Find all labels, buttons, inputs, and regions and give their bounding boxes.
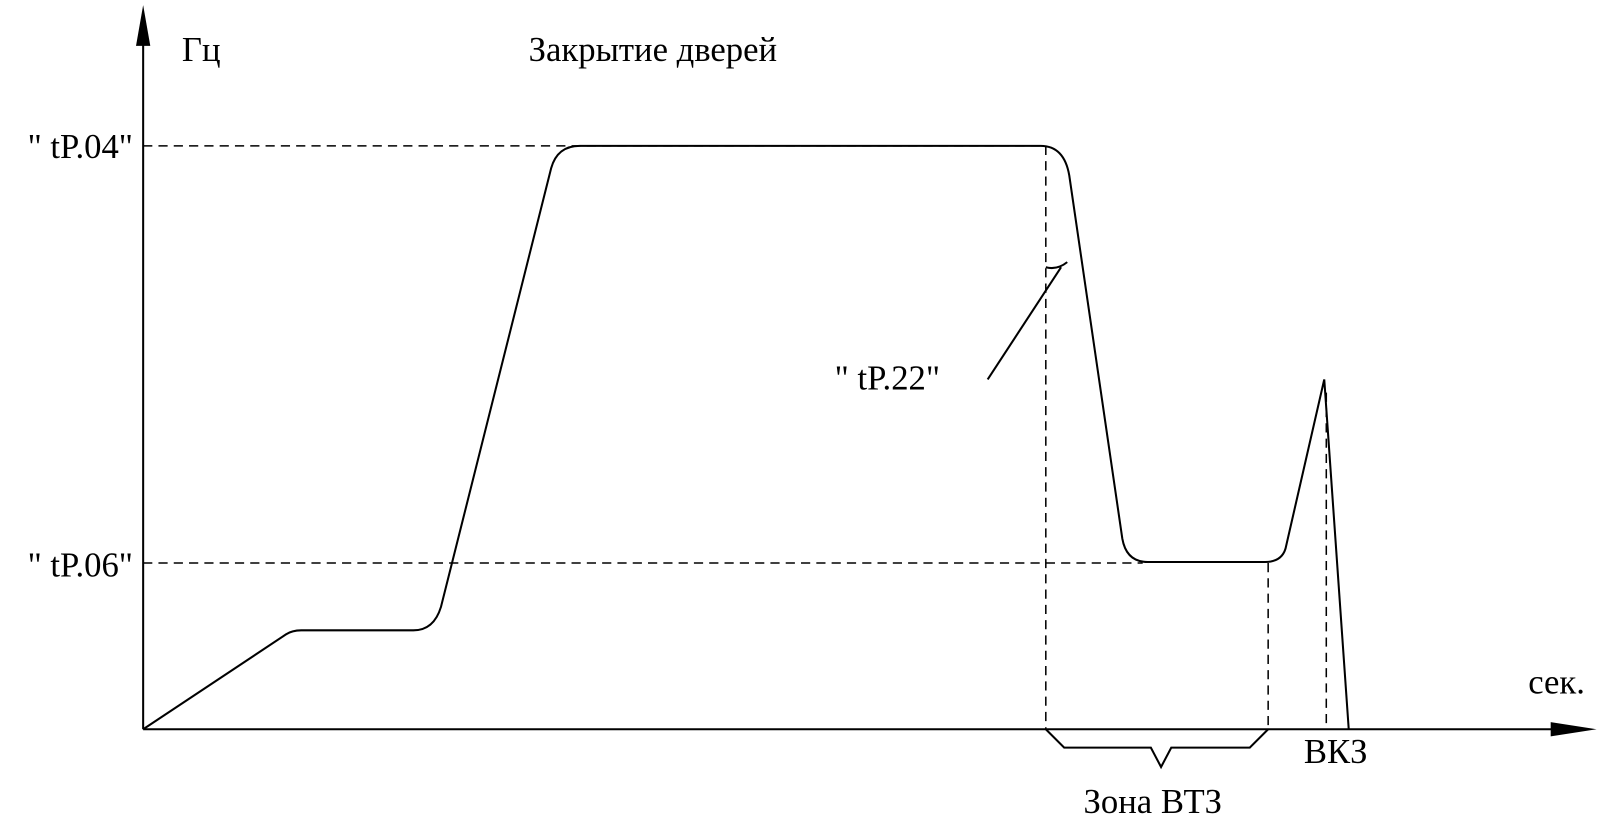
x-axis-arrow <box>1550 722 1597 737</box>
frequency-curve <box>142 144 1350 731</box>
angle-arc <box>1045 261 1068 270</box>
level-high-label: " tP.04" <box>28 128 133 166</box>
x-axis-label: сек. <box>1528 664 1585 702</box>
zone-brace <box>1045 728 1269 770</box>
angle-leader <box>986 266 1062 380</box>
end-label: ВКЗ <box>1304 733 1368 771</box>
zone-label: Зона ВТЗ <box>1084 783 1222 818</box>
level-low-label: " tP.06" <box>28 546 133 584</box>
angle-label: " tP.22" <box>835 360 940 398</box>
y-axis-label: Гц <box>182 31 221 69</box>
title: Закрытие дверей <box>529 31 777 69</box>
y-axis-arrow <box>136 5 151 46</box>
